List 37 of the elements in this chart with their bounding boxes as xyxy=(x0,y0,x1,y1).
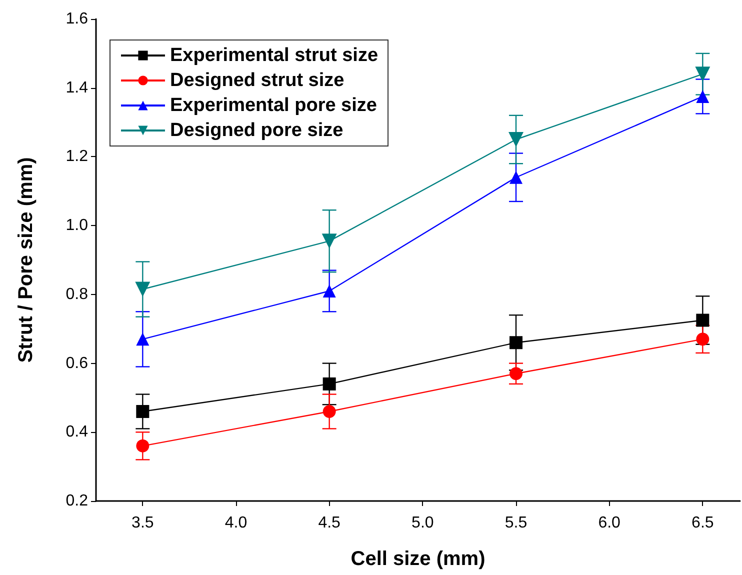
y-tick-label: 1.4 xyxy=(66,79,88,96)
y-tick-label: 1.0 xyxy=(66,217,88,234)
x-tick-label: 6.0 xyxy=(598,514,621,532)
point xyxy=(322,377,336,390)
x-tick-label: 6.5 xyxy=(692,514,714,532)
point xyxy=(510,336,522,350)
y-tick-label: 1.2 xyxy=(66,148,88,166)
point xyxy=(696,90,710,103)
x-tick-label: 5.5 xyxy=(504,514,528,532)
y-axis-title: Strut / Pore size (mm) xyxy=(15,157,37,363)
x-tick-label: 5.0 xyxy=(412,514,434,532)
x-axis-title: Cell size (mm) xyxy=(350,548,486,570)
x-tick-label: 4.5 xyxy=(318,514,341,532)
point xyxy=(322,284,336,298)
point xyxy=(508,132,524,147)
legend-label: Designed strut size xyxy=(170,70,344,91)
point xyxy=(695,66,710,82)
point xyxy=(322,404,336,418)
x-tick-label: 4.0 xyxy=(224,514,248,532)
point xyxy=(136,439,150,452)
point xyxy=(135,282,150,297)
y-tick-label: 0.8 xyxy=(66,286,88,303)
y-tick-label: 0.6 xyxy=(66,354,88,372)
point xyxy=(136,332,150,346)
y-tick-label: 0.2 xyxy=(66,492,88,510)
point xyxy=(510,367,522,380)
x-tick-label: 3.5 xyxy=(132,514,154,532)
y-tick-label: 0.4 xyxy=(66,424,88,441)
legend-label: Experimental strut size xyxy=(170,45,378,66)
point xyxy=(322,234,337,249)
point xyxy=(136,404,150,418)
point xyxy=(696,332,710,346)
point xyxy=(510,170,522,184)
point xyxy=(696,314,710,327)
y-tick-label: 1.6 xyxy=(66,10,88,28)
legend-label: Experimental pore size xyxy=(170,95,377,116)
legend-label: Designed pore size xyxy=(170,120,344,141)
